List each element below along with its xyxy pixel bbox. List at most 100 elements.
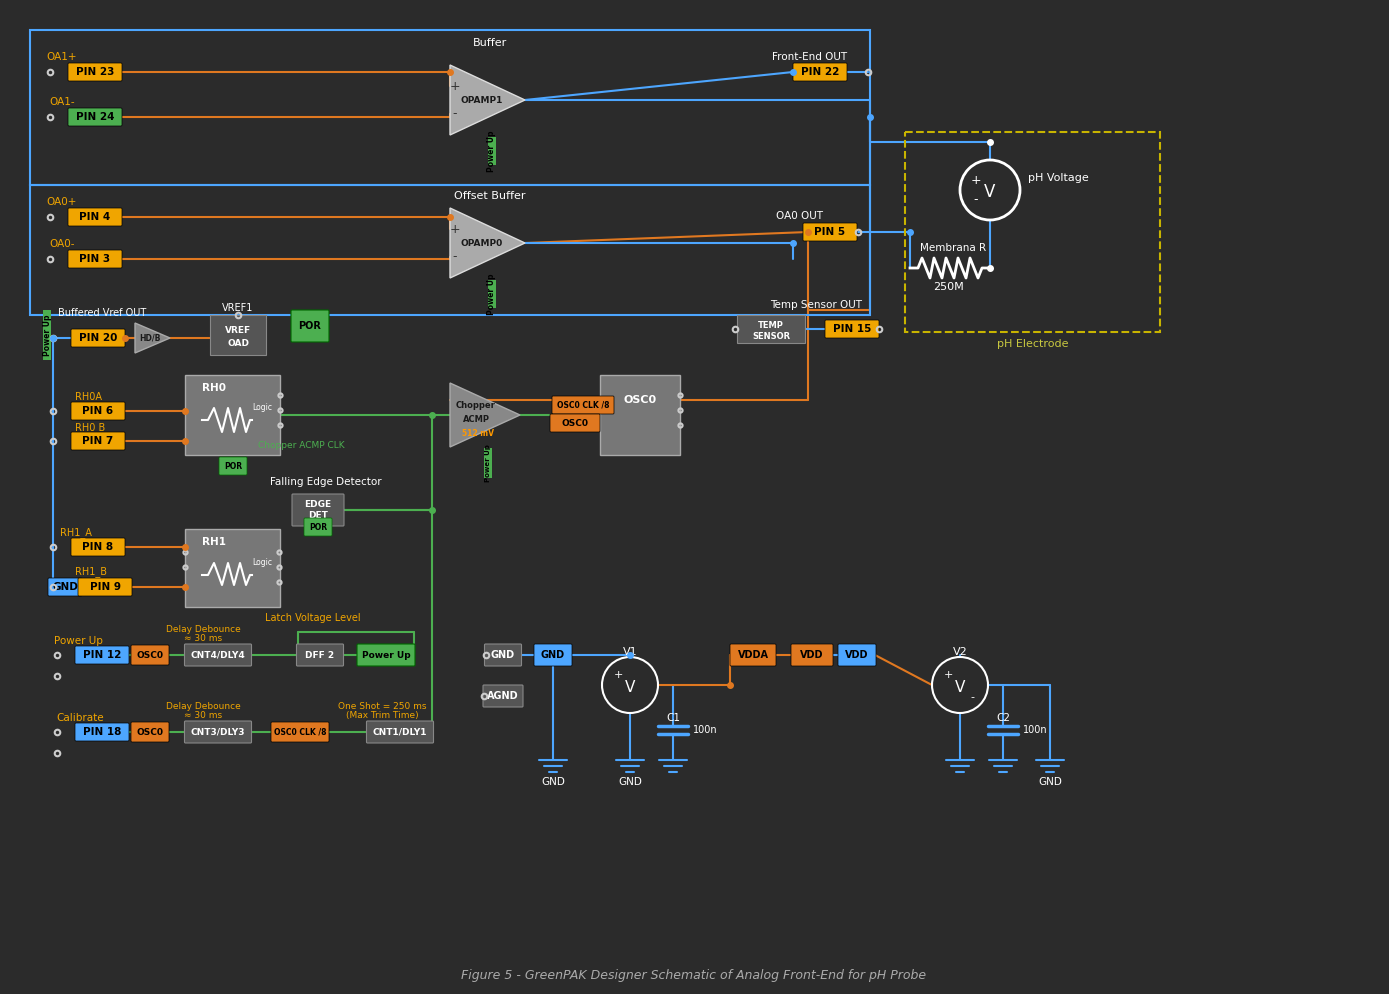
Text: OSC0: OSC0 <box>561 418 589 427</box>
FancyBboxPatch shape <box>68 108 122 126</box>
Text: VDD: VDD <box>800 650 824 660</box>
Text: Buffered Vref OUT: Buffered Vref OUT <box>58 308 146 318</box>
Text: OSC0 CLK /8: OSC0 CLK /8 <box>274 728 326 737</box>
Text: -: - <box>453 107 457 120</box>
Text: V: V <box>625 680 635 695</box>
FancyBboxPatch shape <box>304 518 332 536</box>
Text: +: + <box>971 174 981 187</box>
Bar <box>185 529 281 607</box>
Text: GND: GND <box>540 650 565 660</box>
Bar <box>185 375 279 455</box>
Text: pH Voltage: pH Voltage <box>1028 173 1089 183</box>
Text: PIN 22: PIN 22 <box>801 67 839 77</box>
FancyBboxPatch shape <box>367 721 433 743</box>
FancyBboxPatch shape <box>271 722 329 742</box>
Text: +: + <box>450 223 460 236</box>
Text: PIN 15: PIN 15 <box>833 324 871 334</box>
Bar <box>488 137 496 165</box>
FancyBboxPatch shape <box>550 414 600 432</box>
Text: OA0+: OA0+ <box>47 197 78 207</box>
Text: CNT3/DLY3: CNT3/DLY3 <box>190 728 246 737</box>
FancyBboxPatch shape <box>803 223 857 241</box>
FancyBboxPatch shape <box>71 402 125 420</box>
Text: V1: V1 <box>622 647 638 657</box>
Text: EDGE
DET: EDGE DET <box>304 500 332 520</box>
Text: SENSOR: SENSOR <box>751 332 790 341</box>
FancyBboxPatch shape <box>131 645 169 665</box>
Text: Latch Voltage Level: Latch Voltage Level <box>265 613 361 623</box>
Bar <box>488 280 496 308</box>
Polygon shape <box>450 208 525 278</box>
Text: POR: POR <box>308 523 326 532</box>
Text: OSC0: OSC0 <box>624 395 657 405</box>
Text: GND: GND <box>542 777 565 787</box>
Text: ≈ 30 ms: ≈ 30 ms <box>183 711 222 720</box>
FancyBboxPatch shape <box>68 250 122 268</box>
Text: -: - <box>974 194 978 207</box>
Text: Calibrate: Calibrate <box>56 713 104 723</box>
FancyBboxPatch shape <box>68 63 122 81</box>
Text: RH1_B: RH1_B <box>75 567 107 578</box>
Polygon shape <box>450 65 525 135</box>
Text: GND: GND <box>618 777 642 787</box>
FancyBboxPatch shape <box>790 644 833 666</box>
Text: 100n: 100n <box>1024 725 1047 735</box>
Text: 512 mV: 512 mV <box>463 428 494 437</box>
Text: PIN 18: PIN 18 <box>83 727 121 737</box>
Text: +: + <box>614 670 622 680</box>
Text: DFF 2: DFF 2 <box>306 650 335 659</box>
Text: OA0 OUT: OA0 OUT <box>776 211 824 221</box>
FancyBboxPatch shape <box>71 432 125 450</box>
Text: Buffer: Buffer <box>472 38 507 48</box>
Text: RH0A: RH0A <box>75 392 101 402</box>
FancyBboxPatch shape <box>185 644 251 666</box>
FancyBboxPatch shape <box>838 644 876 666</box>
Bar <box>43 310 51 360</box>
Text: 250M: 250M <box>932 282 964 292</box>
Text: OAD: OAD <box>226 339 249 348</box>
Text: Offset Buffer: Offset Buffer <box>454 191 526 201</box>
Text: (Max Trim Time): (Max Trim Time) <box>346 711 418 720</box>
FancyBboxPatch shape <box>731 644 776 666</box>
Text: PIN 9: PIN 9 <box>89 582 121 592</box>
FancyBboxPatch shape <box>78 578 132 596</box>
Text: PIN 3: PIN 3 <box>79 254 111 264</box>
Text: C1: C1 <box>665 713 681 723</box>
Text: Falling Edge Detector: Falling Edge Detector <box>269 477 382 487</box>
Text: ≈ 30 ms: ≈ 30 ms <box>183 633 222 642</box>
FancyBboxPatch shape <box>75 723 129 741</box>
Text: RH1: RH1 <box>201 537 226 547</box>
Text: -: - <box>970 692 974 702</box>
Text: V2: V2 <box>953 647 967 657</box>
Text: VDD: VDD <box>846 650 868 660</box>
Text: OSC0: OSC0 <box>136 728 164 737</box>
Text: PIN 12: PIN 12 <box>83 650 121 660</box>
Text: Chopper ACMP CLK: Chopper ACMP CLK <box>258 440 344 449</box>
FancyBboxPatch shape <box>219 457 247 475</box>
Text: Power Up: Power Up <box>43 314 51 356</box>
Text: Temp Sensor OUT: Temp Sensor OUT <box>770 300 863 310</box>
Text: Power Up: Power Up <box>54 636 103 646</box>
Text: Power Up: Power Up <box>486 273 496 315</box>
Text: AGND: AGND <box>488 691 519 701</box>
Text: GND: GND <box>490 650 515 660</box>
Text: Membrana R: Membrana R <box>920 243 986 253</box>
Text: -: - <box>453 250 457 263</box>
Text: Delay Debounce: Delay Debounce <box>165 702 240 711</box>
Text: Figure 5 - GreenPAK Designer Schematic of Analog Front-End for pH Probe: Figure 5 - GreenPAK Designer Schematic o… <box>461 968 926 981</box>
Bar <box>738 315 806 343</box>
Text: Power Up: Power Up <box>486 130 496 172</box>
Text: HD/B: HD/B <box>139 334 161 343</box>
FancyBboxPatch shape <box>793 63 847 81</box>
Text: Chopper: Chopper <box>456 401 496 410</box>
FancyBboxPatch shape <box>131 722 169 742</box>
Text: OSC0 CLK /8: OSC0 CLK /8 <box>557 401 610 410</box>
FancyBboxPatch shape <box>71 329 125 347</box>
FancyBboxPatch shape <box>296 644 343 666</box>
Text: OA1-: OA1- <box>49 97 75 107</box>
Text: VREF1: VREF1 <box>222 303 254 313</box>
Text: GND: GND <box>51 582 78 592</box>
Text: C2: C2 <box>996 713 1010 723</box>
Text: +: + <box>450 80 460 92</box>
Polygon shape <box>450 383 519 447</box>
